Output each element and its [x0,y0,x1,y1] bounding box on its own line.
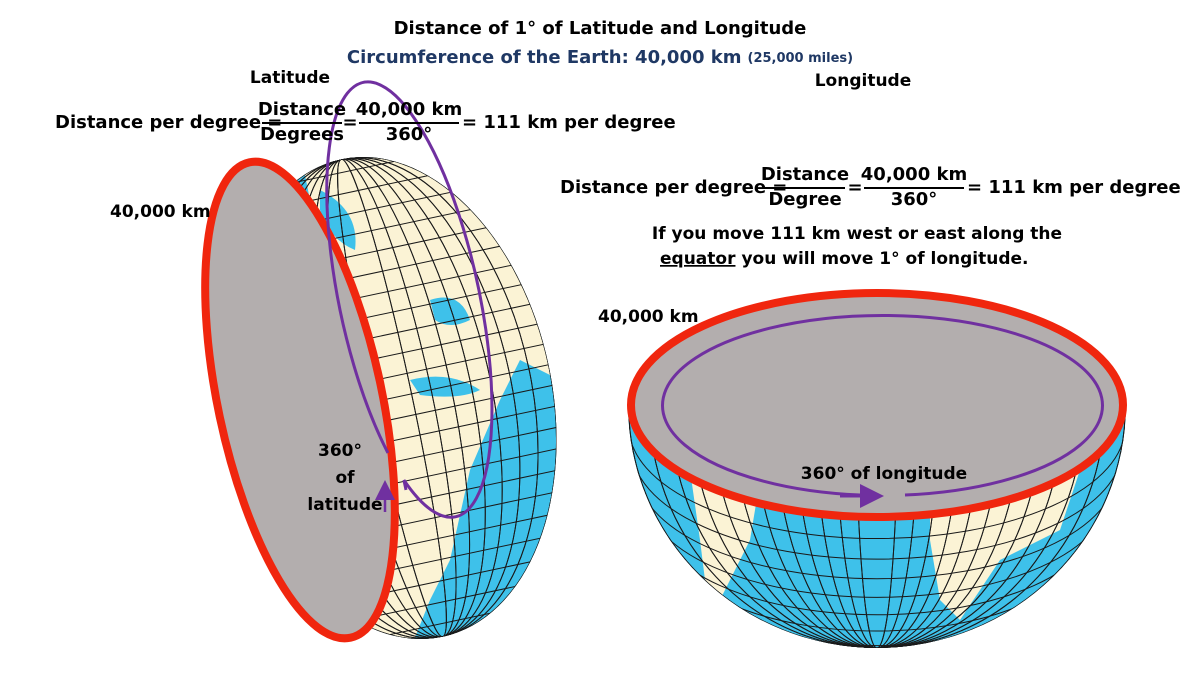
latitude-arc [325,80,494,519]
formula-lead: Distance per degree = [55,112,282,133]
subtitle-main: Circumference of the Earth: 40,000 km [347,47,742,68]
title: Distance of 1° of Latitude and Longitude [394,18,807,39]
note-line: equator you will move 1° of longitude. [660,249,1029,269]
parallel [631,448,1123,560]
cut-face [627,289,1127,521]
formula-result: = 111 km per degree [967,177,1181,198]
land-sea [320,190,480,397]
fraction-denominator: 360° [891,189,938,210]
circumference-label: 40,000 km [110,202,211,222]
subtitle: Circumference of the Earth: 40,000 km (25… [347,47,853,68]
parallel [636,470,1118,580]
fraction-numerator: Distance [761,164,849,185]
section-heading: Longitude [815,71,912,91]
fraction-numerator: Distance [258,99,346,120]
arc-label: 360° of longitude [801,464,967,484]
fraction-denominator: Degree [768,189,841,210]
note-rest: you will move 1° of longitude. [741,249,1028,269]
formula-lead: Distance per degree = [560,177,787,198]
formula-result: = 111 km per degree [462,112,676,133]
arc-label: latitude [307,495,382,515]
section-heading: Latitude [250,68,330,88]
fraction-numerator: 40,000 km [356,99,462,120]
arc-label: 360° [318,441,362,461]
longitude-arc [661,314,1104,497]
cut-face [201,157,399,643]
equals-sign: = [342,112,357,133]
fraction-numerator: 40,000 km [861,164,967,185]
circumference-label: 40,000 km [598,307,699,327]
subtitle-note: (25,000 miles) [748,51,854,66]
parallel [628,426,1126,540]
arc-label: of [335,468,355,488]
fraction-denominator: 360° [386,124,433,145]
equals-sign: = [847,177,862,198]
note-line: If you move 111 km west or east along th… [652,224,1062,244]
fraction-denominator: Degrees [260,124,344,145]
parallel [644,492,1110,598]
note-underlined: equator [660,249,736,269]
parallel [853,646,901,648]
